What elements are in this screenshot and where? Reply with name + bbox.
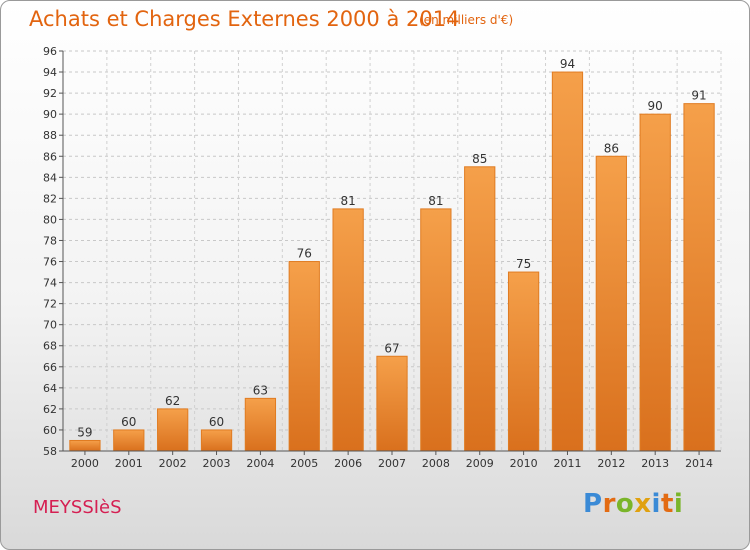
y-tick-label: 94 (43, 66, 57, 79)
y-tick-label: 64 (43, 382, 57, 395)
chart-unit: (en milliers d'€) (419, 13, 514, 27)
x-tick-label: 2002 (159, 457, 187, 470)
bar-2014 (683, 103, 715, 452)
logo-letter: r (602, 489, 616, 519)
x-tick-label: 2009 (466, 457, 494, 470)
bar-2011 (551, 71, 584, 452)
y-tick-label: 76 (43, 256, 57, 269)
value-label: 81 (428, 194, 443, 208)
logo-letter: i (673, 489, 684, 519)
bar-2009 (464, 166, 496, 452)
logo-letter: i (651, 489, 661, 519)
x-tick-label: 2007 (378, 457, 406, 470)
x-tick-label: 2000 (71, 457, 99, 470)
x-tick-label: 2012 (597, 457, 625, 470)
value-label: 76 (297, 247, 312, 261)
value-label: 86 (604, 141, 619, 155)
logo-letter: x (634, 489, 652, 519)
bar-2013 (639, 113, 671, 452)
logo-letter: P (583, 489, 603, 519)
x-tick-label: 2001 (115, 457, 143, 470)
chart-title: Achats et Charges Externes 2000 à 2014 (29, 7, 460, 31)
value-label: 62 (165, 394, 180, 408)
value-label: 67 (384, 341, 399, 355)
x-tick-label: 2010 (510, 457, 538, 470)
value-label: 91 (691, 89, 706, 103)
value-label: 81 (340, 194, 355, 208)
x-tick-label: 2013 (641, 457, 669, 470)
y-tick-label: 96 (43, 45, 57, 58)
bar-2000 (69, 439, 101, 452)
y-tick-label: 84 (43, 171, 57, 184)
x-tick-label: 2006 (334, 457, 362, 470)
bar-2001 (113, 429, 145, 452)
y-tick-label: 70 (43, 319, 57, 332)
y-tick-label: 92 (43, 87, 57, 100)
x-tick-label: 2004 (246, 457, 274, 470)
x-tick-label: 2003 (203, 457, 231, 470)
x-tick-label: 2005 (290, 457, 318, 470)
logo-letter: t (660, 489, 674, 519)
y-tick-label: 62 (43, 403, 57, 416)
x-tick-label: 2014 (685, 457, 713, 470)
bar-2003 (200, 429, 233, 452)
y-tick-label: 74 (43, 277, 57, 290)
y-tick-label: 80 (43, 213, 57, 226)
x-tick-label: 2008 (422, 457, 450, 470)
y-tick-label: 78 (43, 234, 57, 247)
bar-2012 (595, 155, 627, 452)
y-tick-label: 60 (43, 424, 57, 437)
value-label: 59 (77, 425, 92, 439)
value-label: 60 (209, 415, 224, 429)
y-tick-label: 88 (43, 129, 57, 142)
y-tick-label: 86 (43, 150, 57, 163)
place-name: MEYSSIèS (33, 497, 122, 518)
value-label: 75 (516, 257, 531, 271)
proxiti-logo: Proxiti (583, 489, 683, 519)
value-label: 60 (121, 415, 136, 429)
bar-2004 (244, 397, 277, 452)
value-label: 94 (560, 57, 575, 71)
value-label: 63 (253, 383, 268, 397)
bar-2005 (288, 261, 320, 452)
x-tick-label: 2011 (553, 457, 581, 470)
y-tick-label: 72 (43, 298, 57, 311)
value-label: 90 (648, 99, 663, 113)
y-tick-label: 66 (43, 361, 57, 374)
bar-2008 (420, 208, 452, 452)
bar-2007 (376, 355, 408, 452)
y-tick-label: 82 (43, 192, 57, 205)
y-tick-label: 68 (43, 340, 57, 353)
bar-2006 (332, 208, 364, 452)
y-tick-label: 58 (43, 445, 57, 458)
logo-letter: o (615, 489, 635, 519)
value-label: 85 (472, 152, 487, 166)
bar-2002 (157, 408, 189, 452)
bar-2010 (507, 271, 540, 452)
y-tick-label: 90 (43, 108, 57, 121)
